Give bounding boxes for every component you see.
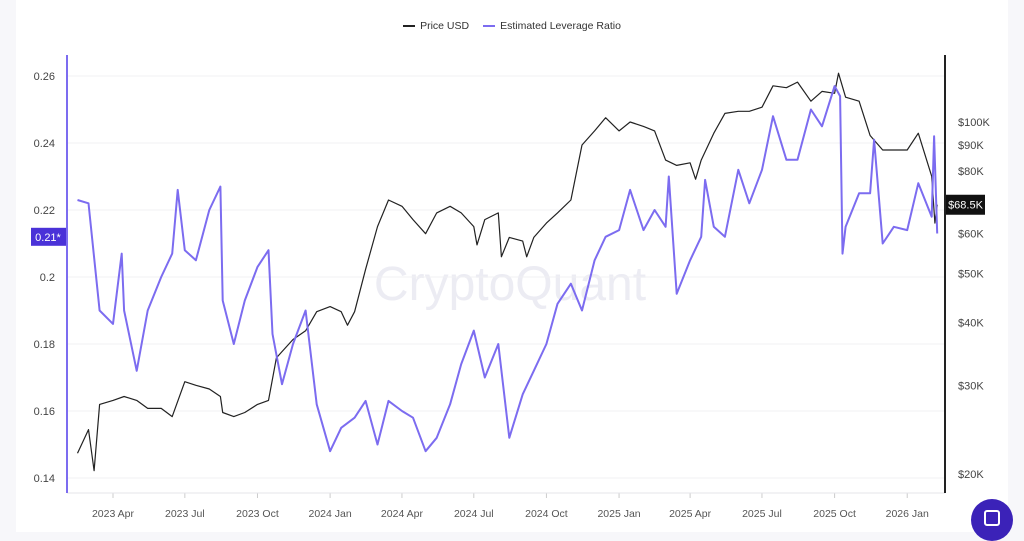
x-tick-label: 2024 Apr [381,508,424,520]
x-tick-label: 2024 Jan [308,508,351,520]
chat-support-button[interactable] [971,499,1013,541]
x-tick-label: 2025 Oct [813,508,856,520]
right-current-tag [946,194,985,215]
left-current-label: 0.21* [35,232,61,244]
watermark: CryptoQuant [374,258,646,311]
left-tick-label: 0.18 [34,339,55,351]
right-tick-label: $50K [958,269,984,281]
legend: Price USD Estimated Leverage Ratio [0,20,1024,32]
x-tick-label: 2024 Oct [525,508,568,520]
legend-label: Price USD [420,20,470,32]
right-tick-label: $40K [958,317,984,329]
left-tick-label: 0.2 [40,272,55,284]
price-swatch [403,25,416,27]
left-tick-label: 0.14 [34,473,55,485]
right-tick-label: $20K [958,469,984,481]
right-tick-label: $100K [958,117,990,129]
right-tick-label: $30K [958,380,984,392]
x-tick-label: 2025 Jan [597,508,640,520]
right-tick-label: $80K [958,166,984,178]
left-tick-label: 0.22 [34,205,55,217]
chat-icon [984,510,1000,526]
right-current-label: $68.5K [948,200,984,212]
leverage-line [77,85,939,453]
legend-label: Estimated Leverage Ratio [500,20,621,32]
right-tick-label: $60K [958,229,984,241]
price-line [76,72,938,472]
x-tick-label: 2025 Jul [742,508,782,520]
left-tick-label: 0.24 [34,138,55,150]
left-current-tag [31,227,66,246]
x-tick-label: 2023 Oct [236,508,279,520]
x-tick-label: 2023 Apr [92,508,135,520]
legend-item-leverage[interactable]: Estimated Leverage Ratio [483,20,621,32]
left-tick-label: 0.16 [34,406,55,418]
x-tick-label: 2025 Apr [669,508,712,520]
x-tick-label: 2024 Jul [454,508,494,520]
right-tick-label: $90K [958,140,984,152]
leverage-swatch [483,25,496,27]
x-tick-label: 2023 Jul [165,508,205,520]
x-tick-label: 2026 Jan [886,508,929,520]
legend-item-price[interactable]: Price USD [403,20,469,32]
left-tick-label: 0.26 [34,71,55,83]
